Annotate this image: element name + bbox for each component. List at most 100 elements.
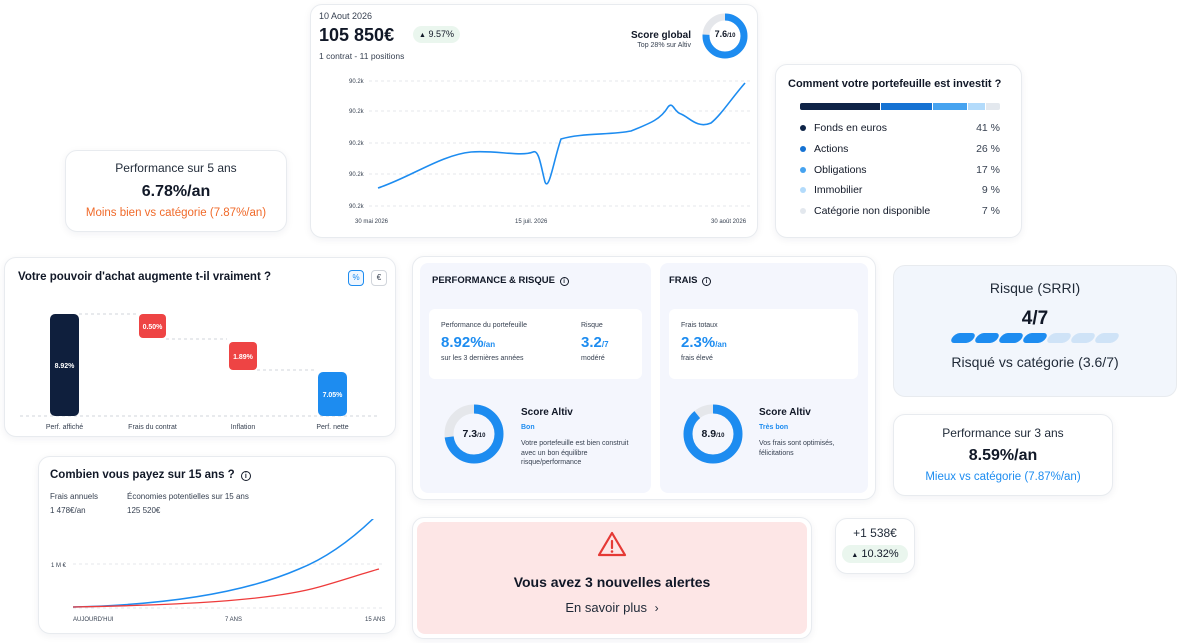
perf-value: 8.92%/an [441,334,495,351]
perf-value-number: 8.92% [441,334,484,351]
portfolio-change-badge: ▲ 9.57% [413,26,460,43]
risk-srri-value: 4/7 [1021,308,1049,329]
perf-risk-title-text: PERFORMANCE & RISQUE [432,275,555,286]
info-icon[interactable]: i [240,471,251,481]
legend-dot-icon [800,187,806,194]
x-label-inflation: Inflation [231,424,256,431]
perf-label: Performance du portefeuille [441,322,527,329]
fees-score-donut [683,404,743,464]
savings-label: Économies potentielles sur 15 ans [127,492,249,501]
allocation-card: Comment votre portefeuille est investit … [775,64,1022,238]
allocation-segment [967,103,986,110]
perf-score-donut [444,404,504,464]
risk-gauge-segment [1045,333,1073,343]
allocation-stacked-bar [800,103,1000,110]
fees-blue-line [72,519,374,608]
perf-risk-title: PERFORMANCE & RISQUE i [432,275,569,286]
risk-note: modéré [581,355,605,362]
allocation-pct: 7 % [981,205,1000,218]
chevron-right-icon: › [654,601,659,615]
fees-15-title: Combien vous payez sur 15 ans ? i [50,469,251,481]
risk-value: 3.2/7 [581,334,609,351]
fees-red-line [72,568,380,608]
allocation-label: Catégorie non disponible [814,205,931,218]
allocation-segment [881,103,933,110]
risk-gauge-segment [973,333,1001,343]
score-global-unit: /10 [727,33,736,39]
allocation-segment [986,103,1000,110]
perf-5-value: 6.78%/an [141,183,211,200]
legend-dot-icon [800,166,806,173]
perf-risk-panel: PERFORMANCE & RISQUE i Performance du po… [420,263,651,493]
allocation-label: Actions [814,142,849,155]
perf-3-years-card: Performance sur 3 ans 8.59%/an Mieux vs … [893,414,1113,496]
gain-change-badge: ▲ 10.32% [842,545,908,563]
allocation-label: Fonds en euros [814,122,887,134]
fees-label: Frais totaux [681,322,718,329]
risk-value-unit: /7 [601,340,609,349]
fees-value: 2.3%/an [681,334,727,351]
annual-fees-value: 1 478€/an [50,506,86,515]
y-tick-label: 90.2k [349,204,365,210]
perf-3-comparison: Mieux vs catégorie (7.87%/an) [925,471,1081,483]
score-global-number: 7.6 [714,29,728,39]
y-tick-label: 90.2k [349,79,365,85]
y-tick-label: 90.2k [349,141,365,147]
bar-inflation-label: 1.89% [233,354,254,361]
score-global-value: 7.6/10 [701,29,749,39]
toggle-percent-button[interactable]: % [348,270,364,286]
legend-dot-icon [800,145,806,152]
fees-y-tick: 1 M € [51,563,67,569]
perf-5-title: Performance sur 5 ans [115,161,237,175]
info-icon[interactable]: i [702,277,712,286]
bar-inflation [229,342,257,370]
y-tick-label: 90.2k [349,172,365,178]
gain-card: +1 538€ ▲ 10.32% [835,518,915,574]
x-tick-7-years: 7 ANS [225,617,242,623]
allocation-pct: 26 % [976,142,1000,155]
allocation-title: Comment votre portefeuille est investit … [788,78,1002,90]
bar-perf-affiche [50,314,79,416]
allocation-pct: 17 % [976,163,1000,176]
risk-gauge-segment [1069,333,1097,343]
alerts-link[interactable]: En savoir plus › [417,600,807,615]
bar-perf-nette-label: 7.05% [323,392,344,399]
fees-value-unit: /an [715,340,727,349]
perf-value-unit: /an [483,340,496,349]
allocation-label: Obligations [814,163,867,176]
alerts-card[interactable]: Vous avez 3 nouvelles alertes En savoir … [417,522,807,634]
portfolio-subtitle: 1 contrat - 11 positions [319,51,405,61]
info-icon[interactable]: i [559,277,569,286]
fees-title-text: FRAIS [669,275,698,286]
fees-metrics-box: Frais totaux 2.3%/an frais élevé [669,309,858,379]
caret-up-icon: ▲ [419,32,426,39]
perf-score-badge: Bon [521,424,535,431]
allocation-pct: 9 % [981,184,1000,197]
risk-srri-title: Risque (SRRI) [989,280,1081,296]
x-label-frais-contrat: Frais du contrat [128,424,177,431]
legend-dot-icon [800,208,806,215]
risk-gauge-segment [949,333,977,343]
toggle-euro-button[interactable]: € [371,270,387,286]
alerts-link-text[interactable]: En savoir plus [565,600,648,615]
score-global-donut [702,13,748,59]
risk-gauge-segment [1093,333,1121,343]
gain-change-value: 10.32% [861,548,899,560]
allocation-pct: 41 % [976,122,1000,134]
fees-note: frais élevé [681,355,713,362]
portfolio-change-value: 9.57% [428,29,454,39]
bar-perf-nette [318,372,347,416]
annual-fees-label: Frais annuels [50,492,99,501]
savings-value: 125 520€ [127,506,161,515]
purchasing-power-card: Votre pouvoir d'achat augmente t-il vrai… [4,257,396,437]
score-global-subtitle: Top 28% sur Altiv [637,42,691,49]
fees-value-number: 2.3% [681,334,716,351]
x-tick-label: 30 août 2026 [711,219,747,225]
waterfall-chart: 8.92% 0.50% 1.89% 7.05% Perf. affiché Fr… [20,313,380,431]
perf-risk-metrics-box: Performance du portefeuille 8.92%/an sur… [429,309,642,379]
allocation-segment [800,103,881,110]
portfolio-line [377,82,746,189]
caret-up-icon: ▲ [851,552,859,559]
gain-value: +1 538€ [853,526,897,540]
perf-note: sur les 3 dernières années [441,355,524,362]
